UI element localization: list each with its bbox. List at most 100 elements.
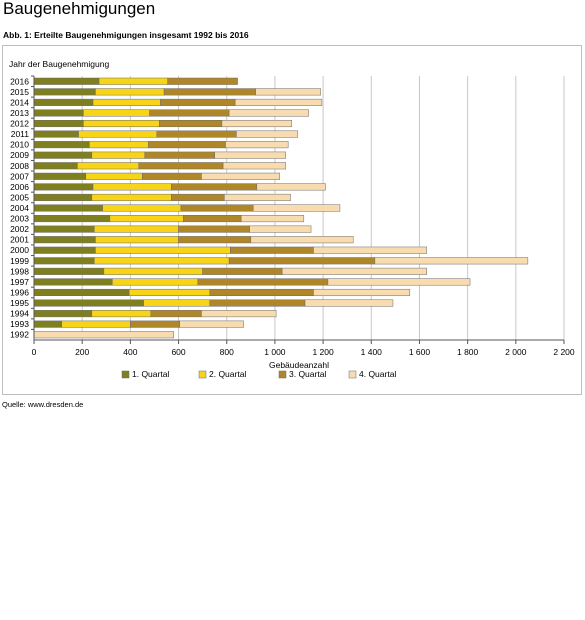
x-tick-label: 1 200	[312, 347, 334, 357]
y-tick-label: 2003	[10, 214, 29, 224]
bar-segment	[92, 98, 161, 106]
bar-segment	[138, 162, 224, 170]
y-tick-label: 2008	[10, 161, 29, 171]
bar-segment	[93, 257, 230, 265]
bar-segment	[256, 183, 326, 191]
bar-segment	[313, 288, 411, 297]
bar-segment	[33, 257, 95, 265]
bar-segment	[33, 288, 130, 297]
bar-segment	[281, 267, 427, 275]
y-tick-label: 1999	[10, 256, 29, 266]
stacked-bar-chart: Jahr der Baugenehmigung Gebäudeanzahl 0 2…	[9, 59, 575, 379]
y-axis-title: Jahr der Baugenehmigung	[9, 59, 109, 69]
bar-segment	[78, 130, 158, 138]
bar-segment	[214, 151, 287, 159]
y-tick-label: 2007	[10, 171, 29, 181]
bar-segment	[327, 278, 471, 286]
x-tick-label: 200	[75, 347, 89, 357]
bar-segment	[102, 204, 182, 212]
x-tick-label: 800	[220, 347, 234, 357]
bar-segment	[150, 310, 202, 318]
bar-segment	[183, 215, 242, 223]
bar-segment	[167, 77, 238, 85]
bar-segment	[85, 172, 143, 180]
bar-segment	[221, 119, 293, 128]
bar-segment	[91, 193, 172, 201]
bar-segment	[304, 299, 394, 307]
bar-segment	[142, 172, 202, 180]
y-tick-label: 2016	[10, 76, 29, 86]
y-tick-label: 1995	[10, 298, 29, 308]
bar-segment	[143, 299, 211, 307]
y-tick-label: 2000	[10, 245, 29, 255]
y-tick-label: 1992	[10, 330, 29, 340]
y-tick-label: 1998	[10, 266, 29, 276]
bar-segment	[33, 320, 62, 328]
x-tick-label: 0	[32, 347, 37, 357]
bar-segment	[33, 77, 100, 85]
bar-segment	[252, 204, 341, 212]
page-title: Baugenehmigungen	[3, 0, 156, 18]
bar-segment	[83, 109, 150, 117]
legend-swatch	[198, 370, 207, 379]
bar-segment	[225, 141, 289, 149]
bar-segment	[209, 299, 306, 307]
x-tick-label: 1 600	[409, 347, 431, 357]
bar-segment	[33, 236, 96, 244]
y-tick-label: 1993	[10, 319, 29, 329]
bar-segment	[228, 109, 309, 117]
bar-segment	[33, 310, 93, 318]
bar-segment	[202, 267, 283, 275]
legend-label: 3. Quartal	[289, 369, 326, 379]
legend-label: 2. Quartal	[209, 369, 246, 379]
bar-segment	[33, 130, 79, 138]
bar-segment	[91, 310, 152, 318]
bar-segment	[234, 98, 323, 106]
bar-segment	[255, 88, 321, 96]
bar-segment	[33, 225, 95, 233]
y-tick-label: 2006	[10, 182, 29, 192]
bar-segment	[33, 246, 96, 254]
bar-segment	[149, 109, 230, 117]
x-tick-label: 1 400	[361, 347, 383, 357]
bars	[33, 77, 529, 339]
bar-segment	[33, 109, 84, 117]
bar-segment	[236, 130, 299, 138]
y-tick-label: 2013	[10, 108, 29, 118]
x-tick-label: 600	[171, 347, 185, 357]
bar-segment	[92, 183, 172, 191]
bar-segment	[33, 162, 78, 170]
bar-segment	[197, 278, 329, 286]
chart-frame: Jahr der Baugenehmigung Gebäudeanzahl 0 2…	[2, 45, 582, 395]
legend-swatch	[278, 370, 287, 379]
bar-segment	[33, 331, 174, 339]
x-tick-label: 2 000	[505, 347, 527, 357]
y-tick-label: 1997	[10, 277, 29, 287]
bar-segment	[91, 151, 146, 159]
bar-segment	[95, 236, 179, 244]
y-tick-label: 2011	[11, 129, 30, 139]
bar-segment	[249, 225, 312, 233]
y-tick-label: 2014	[10, 97, 29, 107]
x-tick-label: 400	[123, 347, 137, 357]
bar-segment	[33, 215, 111, 223]
bar-segment	[178, 225, 250, 233]
bar-segment	[95, 246, 231, 254]
bar-segment	[33, 119, 84, 128]
bar-segment	[159, 119, 223, 128]
bar-segment	[33, 204, 103, 212]
bar-segment	[201, 172, 280, 180]
bar-segment	[148, 141, 226, 149]
x-tick-label: 1 800	[457, 347, 479, 357]
bar-segment	[224, 193, 291, 201]
bar-segment	[33, 278, 113, 286]
bar-segment	[89, 141, 149, 149]
y-tick-label: 2010	[10, 140, 29, 150]
y-tick-label: 2004	[10, 203, 29, 213]
bar-segment	[61, 320, 131, 328]
bar-segment	[228, 257, 376, 265]
bar-segment	[112, 278, 199, 286]
legend-label: 4. Quartal	[359, 369, 396, 379]
bar-segment	[83, 119, 160, 128]
bar-segment	[374, 257, 529, 265]
